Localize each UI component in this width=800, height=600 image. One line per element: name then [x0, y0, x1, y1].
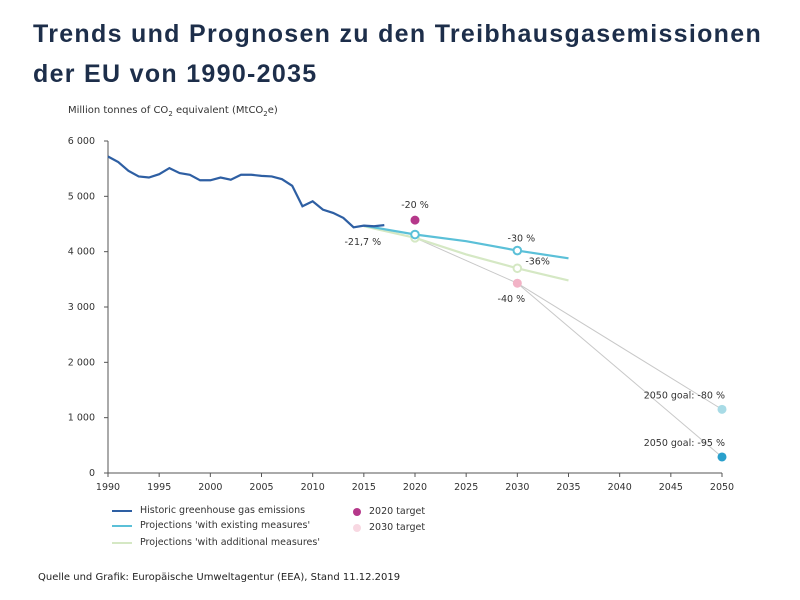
legend-wem: Projections 'with existing measures'	[112, 520, 310, 531]
x-tick-label: 2030	[505, 482, 529, 493]
y-axis-label: Million tonnes of CO2 equivalent (MtCO2e…	[68, 105, 278, 118]
target-label: -40 %	[498, 294, 526, 305]
x-tick-label: 2050	[710, 482, 734, 493]
target-marker	[410, 215, 420, 225]
x-tick-label: 2020	[403, 482, 427, 493]
page-title: Trends und Prognosen zu den Treibhausgas…	[33, 20, 763, 88]
goal-label: 2050 goal: -95 %	[644, 438, 725, 449]
legend-2020-target: 2020 target	[353, 506, 425, 517]
goal-marker	[717, 404, 727, 414]
series-line-1	[363, 224, 569, 260]
series-line-2	[363, 225, 569, 282]
legend-historic: Historic greenhouse gas emissions	[112, 505, 305, 516]
guide-line-2050	[517, 282, 723, 410]
target-label: -20 %	[401, 200, 429, 211]
y-tick-label: 3 000	[68, 302, 95, 313]
guide-line-2050	[517, 282, 723, 458]
x-tick-label: 2035	[556, 482, 580, 493]
annotation: -36%	[525, 256, 550, 267]
annotation: -30 %	[508, 234, 536, 245]
x-tick-label: 2000	[198, 482, 222, 493]
goal-marker	[717, 452, 727, 462]
goal-label: 2050 goal: -80 %	[644, 390, 725, 401]
projection-marker	[410, 229, 420, 240]
projection-marker	[512, 245, 523, 256]
projection-marker	[512, 263, 523, 274]
annotation: -21,7 %	[345, 237, 382, 248]
x-tick-label: 2010	[301, 482, 325, 493]
x-tick-label: 2025	[454, 482, 478, 493]
x-tick-label: 1990	[96, 482, 120, 493]
source-note: Quelle und Grafik: Europäische Umweltage…	[38, 572, 401, 583]
x-tick-label: 2045	[659, 482, 683, 493]
series-line-0	[107, 155, 385, 229]
guide-line	[414, 237, 518, 284]
legend-2030-target: 2030 target	[353, 522, 425, 533]
legend-wam: Projections 'with additional measures'	[112, 537, 320, 548]
y-tick-label: 2 000	[68, 357, 95, 368]
x-tick-label: 2005	[249, 482, 273, 493]
y-tick-label: 4 000	[68, 247, 95, 258]
x-tick-label: 2015	[352, 482, 376, 493]
y-tick-label: 1 000	[68, 413, 95, 424]
x-tick-label: 1995	[147, 482, 171, 493]
y-tick-label: 5 000	[68, 191, 95, 202]
y-tick-label: 6 000	[68, 136, 95, 147]
x-tick-label: 2040	[608, 482, 632, 493]
target-marker	[512, 278, 522, 288]
y-tick-label: 0	[89, 468, 95, 479]
